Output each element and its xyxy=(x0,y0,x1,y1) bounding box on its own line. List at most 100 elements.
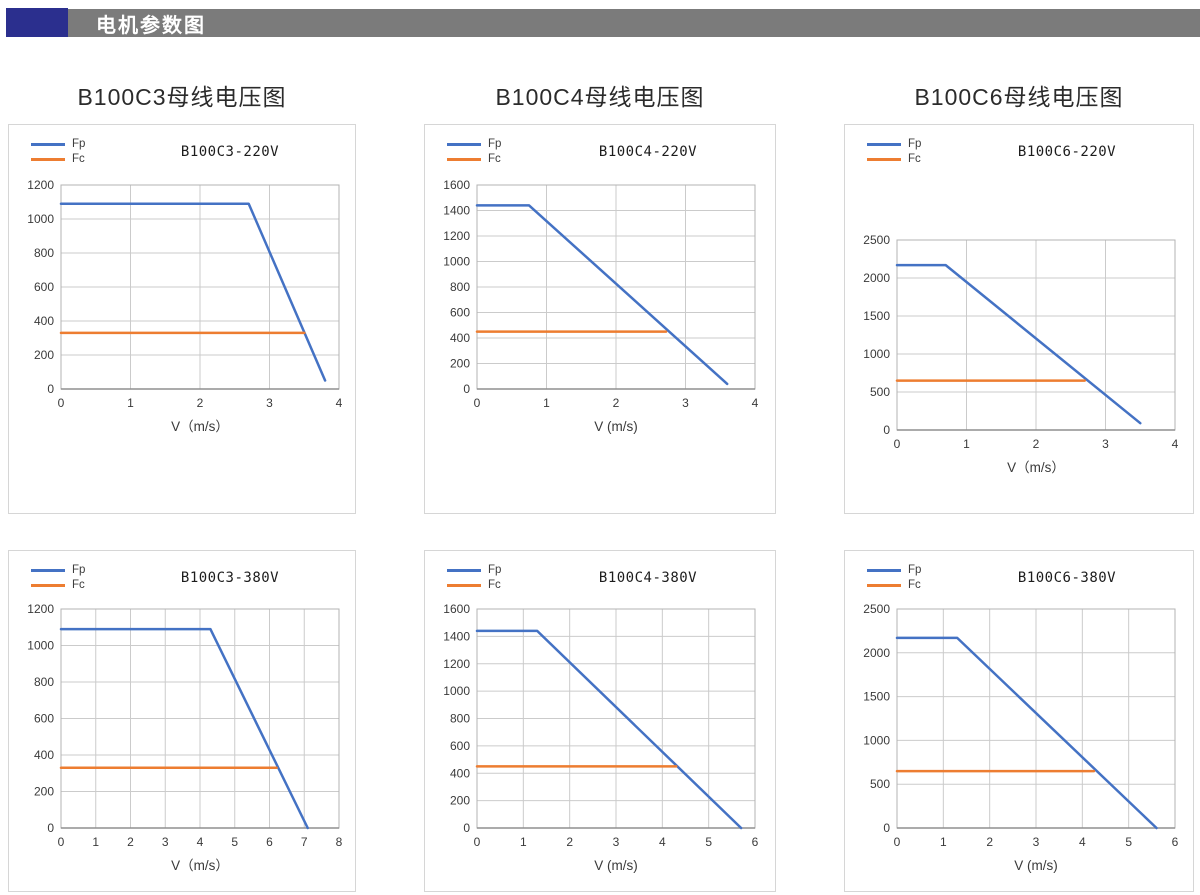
legend-label-fp: Fp xyxy=(908,138,922,150)
chart-canvas: 0 200 400 600 800 1000 1200 1400 1600 0 1 2 3 4 V (m/s… xyxy=(443,178,759,434)
legend-item-fc: Fc xyxy=(867,153,953,165)
svg-text:600: 600 xyxy=(34,280,54,294)
page-title: 电机参数图 xyxy=(96,14,206,37)
chart-card-b100c6-380v: Fp Fc B100C6-380V 0 500 1000 1500 2000 2500 0 1… xyxy=(844,550,1194,892)
svg-text:0: 0 xyxy=(463,821,470,835)
svg-text:200: 200 xyxy=(34,785,54,799)
svg-text:1000: 1000 xyxy=(863,347,890,361)
legend-item-fc: Fc xyxy=(447,579,533,591)
legend-item-fc: Fc xyxy=(31,579,117,591)
svg-text:1000: 1000 xyxy=(863,733,890,747)
legend-label-fc: Fc xyxy=(908,153,921,165)
legend-item-fc: Fc xyxy=(867,579,953,591)
legend-label-fp: Fp xyxy=(908,564,922,576)
svg-text:3: 3 xyxy=(613,835,620,849)
svg-text:0: 0 xyxy=(474,835,481,849)
svg-text:0: 0 xyxy=(463,382,470,396)
svg-text:1200: 1200 xyxy=(443,657,470,671)
chart-head: Fp Fc B100C4-220V xyxy=(425,125,775,175)
svg-text:1400: 1400 xyxy=(443,629,470,643)
chart-legend: Fp Fc xyxy=(447,564,533,591)
svg-text:5: 5 xyxy=(1125,835,1132,849)
svg-text:V (m/s): V (m/s) xyxy=(594,858,638,873)
svg-text:800: 800 xyxy=(34,675,54,689)
fp-line-swatch xyxy=(447,568,481,572)
svg-text:600: 600 xyxy=(34,712,54,726)
svg-text:5: 5 xyxy=(705,835,712,849)
fp-line-swatch xyxy=(31,142,65,146)
svg-text:1200: 1200 xyxy=(27,178,54,192)
chart-title: B100C6-220V xyxy=(1017,144,1117,160)
svg-text:1000: 1000 xyxy=(27,639,54,653)
chart-grid: B100C3母线电压图 Fp Fc B100C3-220V 0 200 400 600… xyxy=(0,78,1200,892)
legend-label-fc: Fc xyxy=(488,579,501,591)
legend-label-fc: Fc xyxy=(72,153,85,165)
svg-text:800: 800 xyxy=(450,712,470,726)
svg-text:800: 800 xyxy=(34,246,54,260)
svg-text:0: 0 xyxy=(58,835,65,849)
legend-label-fc: Fc xyxy=(488,153,501,165)
legend-label-fp: Fp xyxy=(488,564,502,576)
svg-text:4: 4 xyxy=(336,396,343,410)
svg-text:3: 3 xyxy=(1033,835,1040,849)
legend-item-fc: Fc xyxy=(31,153,117,165)
svg-text:4: 4 xyxy=(659,835,666,849)
svg-text:0: 0 xyxy=(883,423,890,437)
svg-text:4: 4 xyxy=(752,396,759,410)
svg-text:800: 800 xyxy=(450,280,470,294)
svg-text:V (m/s): V (m/s) xyxy=(1014,858,1058,873)
legend-label-fp: Fp xyxy=(488,138,502,150)
fp-line-swatch xyxy=(867,142,901,146)
svg-text:3: 3 xyxy=(266,396,273,410)
svg-text:3: 3 xyxy=(1102,437,1109,451)
legend-item-fp: Fp xyxy=(867,564,953,576)
chart-title: B100C3-220V xyxy=(180,144,280,160)
legend-item-fp: Fp xyxy=(447,564,533,576)
header-accent-block xyxy=(6,8,68,37)
svg-text:2: 2 xyxy=(1033,437,1040,451)
svg-text:0: 0 xyxy=(58,396,65,410)
legend-item-fp: Fp xyxy=(31,564,117,576)
chart-title: B100C6-380V xyxy=(1017,570,1117,586)
svg-text:600: 600 xyxy=(450,739,470,753)
chart-legend: Fp Fc xyxy=(447,138,533,165)
svg-text:1500: 1500 xyxy=(863,309,890,323)
svg-text:2500: 2500 xyxy=(863,602,890,616)
svg-text:1: 1 xyxy=(543,396,550,410)
svg-text:1: 1 xyxy=(127,396,134,410)
svg-text:200: 200 xyxy=(450,357,470,371)
svg-text:400: 400 xyxy=(34,314,54,328)
svg-text:1: 1 xyxy=(92,835,99,849)
svg-text:V（m/s）: V（m/s） xyxy=(1007,460,1065,475)
header-bar: 电机参数图 xyxy=(68,9,1200,37)
chart-card-b100c3-380v: Fp Fc B100C3-380V 0 200 400 600 800 1000 1200 0… xyxy=(8,550,356,892)
chart-title: B100C4-220V xyxy=(598,144,698,160)
cell-b100c3-380v: Fp Fc B100C3-380V 0 200 400 600 800 1000 1200 0… xyxy=(8,550,356,892)
svg-text:1600: 1600 xyxy=(443,178,470,192)
section-title-b100c3: B100C3母线电压图 xyxy=(77,84,287,110)
legend-label-fc: Fc xyxy=(72,579,85,591)
cell-b100c4-380v: Fp Fc B100C4-380V 0 200 400 600 800 1000 1200 1… xyxy=(424,550,776,892)
svg-text:200: 200 xyxy=(450,794,470,808)
chart-canvas: 0 500 1000 1500 2000 2500 0 1 2 3 4 V（m/s） xyxy=(863,233,1178,475)
legend-label-fc: Fc xyxy=(908,579,921,591)
svg-text:1600: 1600 xyxy=(443,602,470,616)
chart-canvas: 0 200 400 600 800 1000 1200 0 1 2 3 4 V（m/s） xyxy=(27,178,343,434)
fc-line-swatch xyxy=(31,157,65,161)
svg-text:0: 0 xyxy=(883,821,890,835)
svg-text:500: 500 xyxy=(870,385,890,399)
svg-text:0: 0 xyxy=(894,835,901,849)
fp-line-swatch xyxy=(867,568,901,572)
svg-text:6: 6 xyxy=(752,835,759,849)
legend-label-fp: Fp xyxy=(72,138,86,150)
svg-text:2: 2 xyxy=(127,835,134,849)
svg-text:200: 200 xyxy=(34,348,54,362)
fc-line-swatch xyxy=(867,583,901,587)
chart-head: Fp Fc B100C6-220V xyxy=(845,125,1193,175)
svg-text:8: 8 xyxy=(336,835,343,849)
chart-canvas: 0 500 1000 1500 2000 2500 0 1 2 3 4 5 6 V (m/s) xyxy=(863,602,1178,873)
legend-label-fp: Fp xyxy=(72,564,86,576)
svg-text:4: 4 xyxy=(1079,835,1086,849)
svg-text:0: 0 xyxy=(47,821,54,835)
chart-card-b100c6-220v: Fp Fc B100C6-220V 0 500 1000 1500 2000 2500 0 1… xyxy=(844,124,1194,514)
